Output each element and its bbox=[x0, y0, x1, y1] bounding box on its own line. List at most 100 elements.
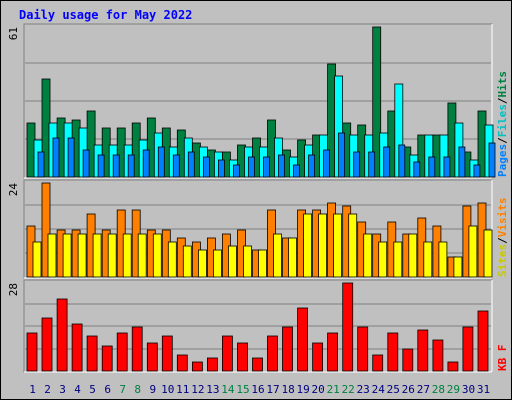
bar-kb-f-day-11 bbox=[176, 354, 188, 372]
bar-kb-f-day-26 bbox=[402, 348, 414, 372]
bar-sites-day-4 bbox=[77, 233, 87, 278]
bar-pages-day-6 bbox=[112, 154, 120, 178]
bar-sites-day-5 bbox=[92, 233, 102, 278]
x-tick-day-24: 24 bbox=[372, 383, 386, 396]
bar-pages-day-21 bbox=[338, 132, 346, 178]
bar-pages-day-3 bbox=[67, 137, 75, 178]
bar-pages-day-26 bbox=[413, 161, 421, 178]
bar-sites-day-18 bbox=[288, 237, 297, 278]
bar-sites-day-28 bbox=[438, 241, 448, 278]
bar-sites-day-24 bbox=[378, 241, 388, 278]
bar-pages-day-20 bbox=[323, 149, 331, 178]
bar-pages-day-7 bbox=[127, 154, 135, 178]
x-tick-day-2: 2 bbox=[44, 383, 51, 396]
bar-kb-f-day-31 bbox=[477, 310, 489, 372]
bar-pages-day-31 bbox=[488, 142, 496, 178]
bar-pages-day-10 bbox=[172, 154, 180, 178]
bar-kb-f-day-8 bbox=[131, 326, 143, 372]
bar-sites-day-22 bbox=[348, 213, 358, 278]
bar-sites-day-13 bbox=[212, 249, 222, 278]
bar-pages-day-25 bbox=[398, 144, 406, 178]
bar-sites-day-9 bbox=[152, 233, 162, 278]
x-tick-day-29: 29 bbox=[447, 383, 460, 396]
bar-kb-f-day-24 bbox=[372, 354, 384, 372]
bar-sites-day-15 bbox=[243, 245, 252, 278]
bar-pages-day-4 bbox=[82, 149, 90, 178]
bar-kb-f-day-1 bbox=[26, 332, 38, 372]
bar-kb-f-day-13 bbox=[206, 357, 218, 372]
bar-pages-day-24 bbox=[383, 146, 391, 178]
bar-kb-f-day-9 bbox=[146, 342, 158, 372]
bar-pages-day-30 bbox=[473, 164, 481, 178]
x-tick-day-21: 21 bbox=[327, 383, 340, 396]
bar-kb-f-day-17 bbox=[267, 335, 278, 372]
x-tick-day-22: 22 bbox=[342, 383, 355, 396]
x-tick-day-18: 18 bbox=[281, 383, 294, 396]
x-tick-day-16: 16 bbox=[251, 383, 264, 396]
bar-kb-f-day-6 bbox=[101, 345, 113, 372]
bar-kb-f-day-20 bbox=[312, 342, 324, 372]
bar-sites-day-11 bbox=[182, 245, 192, 278]
chart-title: Daily usage for May 2022 bbox=[19, 8, 193, 22]
x-tick-day-3: 3 bbox=[59, 383, 66, 396]
legend-part: Sites bbox=[496, 244, 509, 277]
bar-kb-f-day-14 bbox=[221, 335, 233, 372]
bar-pages-day-11 bbox=[187, 151, 195, 178]
bar-sites-day-8 bbox=[137, 233, 147, 278]
series-legend-label: Pages/Files/Hits bbox=[496, 71, 509, 177]
bar-sites-day-26 bbox=[408, 233, 418, 278]
bar-sites-day-17 bbox=[273, 233, 282, 278]
bar-kb-f-day-22 bbox=[342, 282, 354, 372]
legend-part: / bbox=[496, 237, 509, 244]
series-legend-label: Sites/Visits bbox=[496, 198, 509, 278]
x-tick-day-15: 15 bbox=[236, 383, 249, 396]
bar-kb-f-day-5 bbox=[86, 335, 98, 372]
bar-sites-day-16 bbox=[258, 249, 267, 278]
bar-kb-f-day-30 bbox=[462, 326, 474, 372]
x-tick-day-7: 7 bbox=[119, 383, 126, 396]
bar-pages-day-1 bbox=[37, 151, 45, 178]
bar-pages-day-12 bbox=[202, 156, 210, 178]
x-tick-day-4: 4 bbox=[74, 383, 81, 396]
bar-pages-day-23 bbox=[368, 151, 376, 178]
legend-part: Hits bbox=[496, 71, 509, 98]
bar-sites-day-25 bbox=[393, 241, 403, 278]
bar-sites-day-23 bbox=[363, 233, 373, 278]
bar-sites-day-1 bbox=[32, 241, 42, 278]
bar-pages-day-8 bbox=[142, 149, 150, 178]
bar-pages-day-22 bbox=[353, 151, 361, 178]
x-tick-day-10: 10 bbox=[161, 383, 174, 396]
x-tick-day-20: 20 bbox=[311, 383, 324, 396]
bar-sites-day-12 bbox=[197, 249, 207, 278]
x-tick-day-6: 6 bbox=[104, 383, 111, 396]
bar-sites-day-29 bbox=[453, 256, 463, 278]
bar-kb-f-day-12 bbox=[191, 361, 203, 372]
bar-kb-f-day-4 bbox=[71, 323, 83, 372]
bar-kb-f-day-2 bbox=[41, 317, 53, 372]
bar-visits-day-2 bbox=[41, 182, 51, 278]
bar-sites-day-20 bbox=[318, 213, 328, 278]
bar-kb-f-day-19 bbox=[297, 307, 309, 372]
bar-kb-f-day-23 bbox=[357, 326, 369, 372]
x-tick-day-5: 5 bbox=[89, 383, 96, 396]
bar-sites-day-30 bbox=[468, 225, 478, 278]
x-tick-day-14: 14 bbox=[221, 383, 235, 396]
bar-kb-f-day-27 bbox=[417, 329, 429, 372]
legend-part: Files bbox=[496, 104, 509, 137]
bar-pages-day-18 bbox=[293, 164, 300, 178]
bar-pages-day-9 bbox=[157, 146, 165, 178]
bar-sites-day-31 bbox=[483, 229, 493, 278]
x-tick-day-13: 13 bbox=[206, 383, 219, 396]
x-tick-day-11: 11 bbox=[176, 383, 189, 396]
x-tick-day-23: 23 bbox=[357, 383, 370, 396]
x-tick-day-26: 26 bbox=[402, 383, 415, 396]
x-tick-day-9: 9 bbox=[149, 383, 156, 396]
bar-sites-day-7 bbox=[122, 233, 132, 278]
bar-pages-day-28 bbox=[443, 156, 451, 178]
bar-sites-day-14 bbox=[227, 245, 237, 278]
x-tick-day-1: 1 bbox=[29, 383, 36, 396]
bar-pages-day-27 bbox=[428, 156, 436, 178]
bar-kb-f-day-16 bbox=[252, 357, 263, 372]
bar-kb-f-day-15 bbox=[237, 342, 248, 372]
